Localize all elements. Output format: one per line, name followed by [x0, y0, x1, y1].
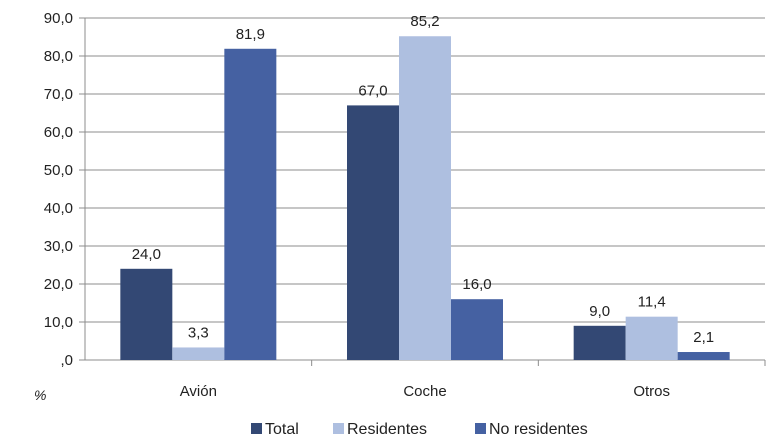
legend: Total Residentes No residentes — [251, 421, 588, 438]
bar-otros-2 — [677, 352, 730, 360]
y-tick-label: 30,0 — [44, 238, 73, 255]
bar-otros-0 — [573, 325, 626, 360]
y-axis-ticks: ,0 10,0 20,0 30,0 40,0 50,0 60,0 70,0 80,0 90,0 — [44, 10, 73, 369]
y-tick-label: 70,0 — [44, 86, 73, 103]
legend-label: Residentes — [347, 421, 427, 438]
y-tick-label: ,0 — [60, 352, 73, 369]
legend-swatch — [333, 423, 344, 434]
legend-label: No residentes — [489, 421, 588, 438]
y-tick-label: 60,0 — [44, 124, 73, 141]
bar-avi-n-2 — [224, 48, 277, 360]
data-label: 9,0 — [589, 303, 610, 320]
y-tick-label: 80,0 — [44, 48, 73, 65]
data-label: 11,4 — [638, 294, 666, 311]
bar-avi-n-1 — [172, 347, 225, 360]
x-tick-label: Coche — [403, 383, 446, 400]
y-tick-label: 20,0 — [44, 276, 73, 293]
data-label: 81,9 — [236, 26, 265, 43]
data-label: 67,0 — [358, 82, 387, 99]
data-label: 16,0 — [462, 276, 491, 293]
y-tick-label: 90,0 — [44, 10, 73, 27]
bar-coche-1 — [399, 36, 451, 361]
data-labels: 24,0 3,3 81,9 67,0 85,2 16,0 9,0 11,4 2,1 — [132, 13, 714, 346]
x-axis-ticks: Avión Coche Otros — [180, 360, 766, 400]
y-tick-label: 50,0 — [44, 162, 73, 179]
bar-coche-2 — [451, 299, 503, 360]
bar-avi-n-0 — [120, 268, 173, 360]
y-tick-label: 10,0 — [44, 314, 73, 331]
legend-swatch — [251, 423, 262, 434]
bar-otros-1 — [625, 316, 678, 360]
data-label: 85,2 — [410, 13, 439, 30]
data-label: 2,1 — [693, 329, 714, 346]
y-unit-label: % — [34, 387, 46, 403]
data-label: 24,0 — [132, 246, 161, 263]
legend-swatch — [475, 423, 486, 434]
x-tick-label: Avión — [180, 383, 217, 400]
bar-coche-0 — [347, 105, 399, 361]
bars — [120, 36, 730, 361]
x-tick-label: Otros — [633, 383, 670, 400]
legend-label: Total — [265, 421, 299, 438]
data-label: 3,3 — [188, 324, 209, 341]
y-tick-label: 40,0 — [44, 200, 73, 217]
